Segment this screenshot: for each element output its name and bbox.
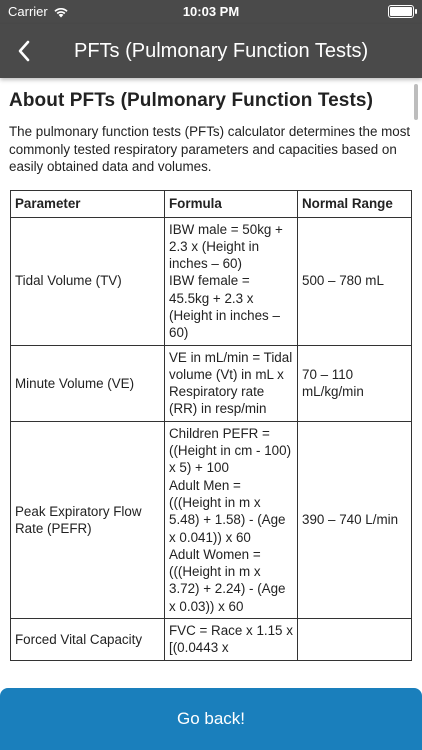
table-row: Peak Expiratory Flow Rate (PEFR) Childre…: [10, 420, 412, 620]
carrier-label: Carrier: [8, 4, 48, 19]
cell-parameter: Peak Expiratory Flow Rate (PEFR): [10, 420, 165, 620]
table-row: Minute Volume (VE) VE in mL/min = Tidal …: [10, 344, 412, 422]
header-parameter: Parameter: [10, 189, 165, 218]
header-formula: Formula: [164, 189, 298, 218]
chevron-left-icon: [18, 40, 30, 62]
article-heading: About PFTs (Pulmonary Function Tests): [9, 90, 373, 111]
cell-formula: IBW male = 50kg + 2.3 x (Height in inche…: [164, 216, 298, 346]
cell-range: 70 – 110 mL/kg/min: [297, 344, 412, 422]
cell-range: [297, 618, 412, 661]
article-intro: The pulmonary function tests (PFTs) calc…: [9, 124, 411, 174]
pft-table: Parameter Formula Normal Range Tidal Vol…: [10, 189, 412, 661]
cell-range: 500 – 780 mL: [297, 216, 412, 346]
formula-line: IBW male = 50kg + 2.3 x (Height in inche…: [169, 221, 283, 341]
cell-formula: FVC = Race x 1.15 x [(0.0443 x: [164, 618, 298, 661]
carrier-group: Carrier: [8, 4, 69, 19]
clock: 10:03 PM: [182, 4, 240, 19]
header-normal-range: Normal Range: [297, 189, 412, 218]
back-button[interactable]: [0, 24, 48, 78]
cell-formula: VE in mL/min = Tidal volume (Vt) in mL x…: [164, 344, 298, 422]
page-title: PFTs (Pulmonary Function Tests): [74, 39, 369, 62]
cell-parameter: Forced Vital Capacity: [10, 618, 165, 661]
battery-icon: [388, 5, 417, 18]
table-row: Forced Vital Capacity FVC = Race x 1.15 …: [10, 618, 412, 661]
cell-parameter: Tidal Volume (TV): [10, 216, 165, 346]
table-row: Tidal Volume (TV) IBW male = 50kg + 2.3 …: [10, 216, 412, 346]
formula-line: Children PEFR = ((Height in cm - 100) x …: [169, 425, 292, 614]
go-back-button[interactable]: Go back!: [0, 688, 422, 750]
cell-range: 390 – 740 L/min: [297, 420, 412, 620]
cell-formula: Children PEFR = ((Height in cm - 100) x …: [164, 420, 298, 620]
cell-parameter: Minute Volume (VE): [10, 344, 165, 422]
status-bar: Carrier 10:03 PM: [0, 0, 422, 24]
scroll-content[interactable]: About PFTs (Pulmonary Function Tests) Th…: [0, 78, 422, 688]
wifi-icon: [54, 7, 68, 17]
app-bar: PFTs (Pulmonary Function Tests): [0, 24, 422, 78]
scrollbar[interactable]: [414, 84, 418, 120]
table-header-row: Parameter Formula Normal Range: [10, 189, 412, 218]
